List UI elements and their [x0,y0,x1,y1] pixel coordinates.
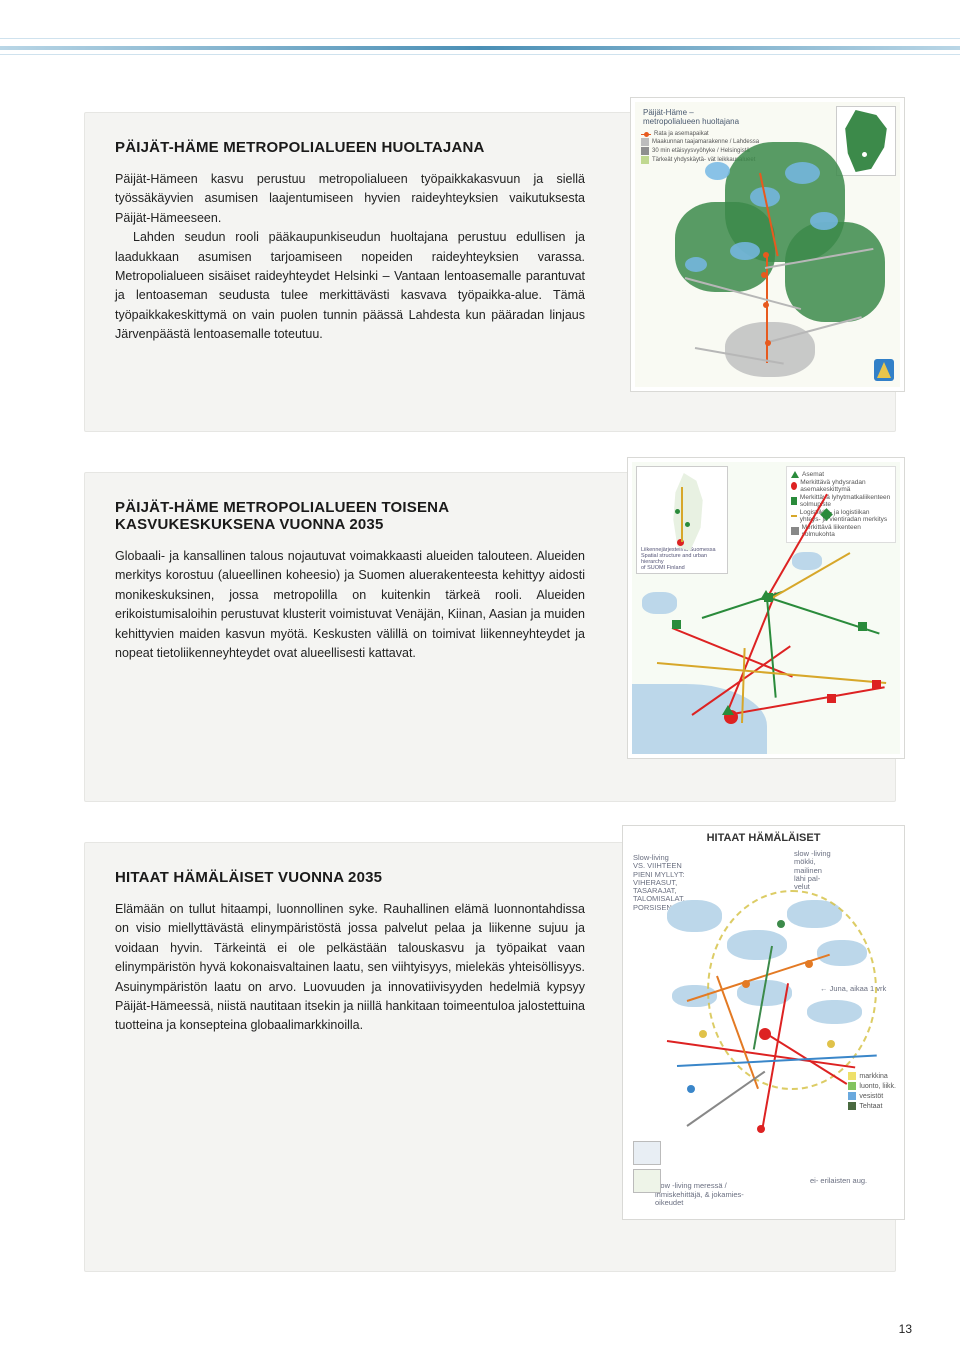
map-3-surface: HITAAT HÄMÄLÄISET Slow-living VS. VIIHTE… [627,830,900,1215]
section-kasvukeskus: PÄIJÄT-HÄME METROPOLIALUEEN TOISENA KASV… [84,472,896,802]
map-3-hand-top-right: slow -living mökki, mailinen lähi pal- v… [794,850,854,891]
map-2-surface: Asemat Merkittävä yhdysradan asemakeskit… [632,462,900,754]
section-2-para-1: Globaali- ja kansallinen talous nojautuv… [115,547,585,663]
map-3-legend-right: markkina luonto, liikk. vesistöt Tehtaat [848,1070,896,1112]
header-rule [0,46,960,50]
map-1-surface: Päijät-Häme – metropolialueen huoltajana… [635,102,900,387]
map-2-legend: Asemat Merkittävä yhdysradan asemakeskit… [786,466,896,543]
map-2-inset: Liikennejärjestelmä Suomessa Spatial str… [636,466,728,574]
map-3-thumb-2 [633,1169,661,1193]
section-huoltajana: PÄIJÄT-HÄME METROPOLIALUEEN HUOLTAJANA P… [84,112,896,432]
map-1-inset [836,106,896,176]
section-3-heading: HITAAT HÄMÄLÄISET VUONNA 2035 [115,869,585,886]
section-1-heading: PÄIJÄT-HÄME METROPOLIALUEEN HUOLTAJANA [115,139,585,156]
section-1-para-2: Lahden seudun rooli pääkaupunkiseudun hu… [115,228,585,344]
page-number: 13 [899,1322,912,1336]
map-3-thumb-1 [633,1141,661,1165]
section-1-text: PÄIJÄT-HÄME METROPOLIALUEEN HUOLTAJANA P… [115,139,585,344]
map-3-hand-bottom-right: ei- erilaisten aug. [810,1177,890,1185]
map-3-hand-right: ← Juna, aikaa 1 vrk [820,985,898,993]
section-2-heading: PÄIJÄT-HÄME METROPOLIALUEEN TOISENA KASV… [115,499,585,533]
map-1-title: Päijät-Häme – metropolialueen huoltajana [643,108,739,126]
map-2: Asemat Merkittävä yhdysradan asemakeskit… [627,457,905,759]
section-3-para-1: Elämään on tullut hitaampi, luonnollinen… [115,900,585,1036]
map-3: HITAAT HÄMÄLÄISET Slow-living VS. VIIHTE… [622,825,905,1220]
info-icon [874,359,894,381]
section-1-para-1: Päijät-Hämeen kasvu perustuu metropolial… [115,170,585,228]
map-1: Päijät-Häme – metropolialueen huoltajana… [630,97,905,392]
section-2-text: PÄIJÄT-HÄME METROPOLIALUEEN TOISENA KASV… [115,499,585,663]
section-3-text: HITAAT HÄMÄLÄISET VUONNA 2035 Elämään on… [115,869,585,1036]
map-3-hand-bottom: slow -living meressä / ihmiskehittäjä, &… [655,1182,805,1207]
section-hitaat: HITAAT HÄMÄLÄISET VUONNA 2035 Elämään on… [84,842,896,1272]
map-3-title: HITAAT HÄMÄLÄISET [707,832,821,844]
